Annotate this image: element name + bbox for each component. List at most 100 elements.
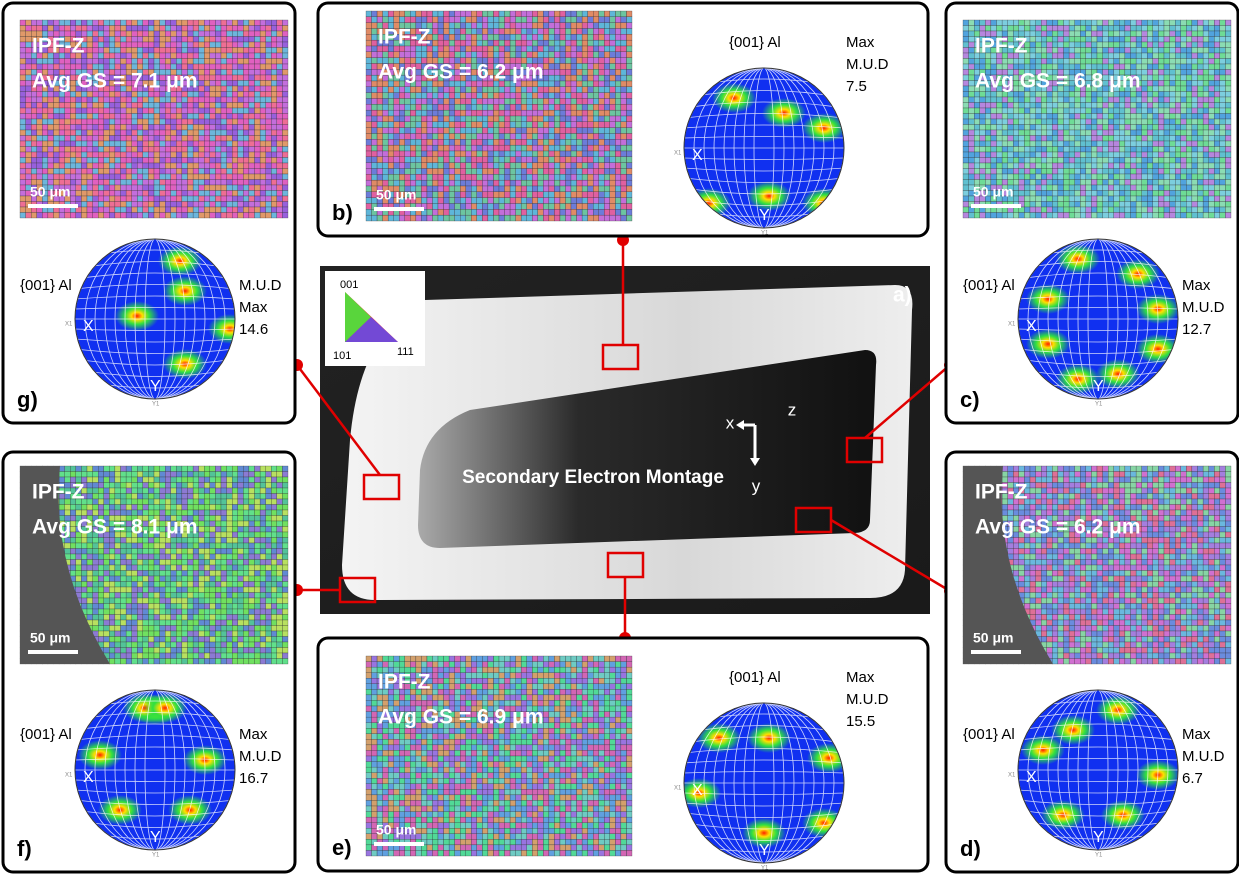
grain [521,186,527,192]
grain [593,163,599,169]
grain [969,136,975,142]
grain [81,125,87,131]
grain [277,158,283,164]
grain [494,46,500,52]
grain [115,53,121,59]
grain [383,145,389,151]
grain [199,97,205,103]
grain [494,151,500,157]
grain [277,81,283,87]
grain [604,139,610,145]
grain [109,48,115,54]
grain [260,108,266,114]
grain [1002,130,1008,136]
grain [243,53,249,59]
grain [70,26,76,32]
grain [571,87,577,93]
grain [204,75,210,81]
grain [566,198,572,204]
grain [260,152,266,158]
grain [543,29,549,35]
grain [1203,141,1209,147]
grain [1058,125,1064,131]
grain [249,103,255,109]
grain [1041,174,1047,180]
grain [1164,114,1170,120]
grain [466,110,472,116]
grain [176,185,182,191]
grain [615,198,621,204]
grain [65,20,71,26]
grain [204,152,210,158]
grain [165,147,171,153]
grain [148,53,154,59]
grain [204,70,210,76]
grain [985,103,991,109]
grain [143,119,149,125]
grain [1158,70,1164,76]
grain [438,163,444,169]
grain [76,119,82,125]
grain [1142,42,1148,48]
grain [1114,108,1120,114]
grain [1008,174,1014,180]
grain [1225,37,1231,43]
grain [1131,147,1137,153]
grain [1203,64,1209,70]
grain [26,147,32,153]
grain [588,11,594,17]
grain [282,158,288,164]
grain [1114,119,1120,125]
grain [98,48,104,54]
grain [1225,152,1231,158]
grain [277,207,283,213]
grain [538,209,544,215]
grain [621,52,627,58]
grain [227,59,233,65]
grain [59,59,65,65]
grain [171,42,177,48]
key-label: 101 [333,350,351,362]
grain [1013,125,1019,131]
grain [1181,141,1187,147]
grain [1153,114,1159,120]
grain [1064,147,1070,153]
grain [1091,130,1097,136]
grain [615,209,621,215]
grain [621,198,627,204]
grain [277,136,283,142]
grain [1147,103,1153,109]
grain [963,114,969,120]
grain [59,20,65,26]
grain [383,139,389,145]
grain [188,59,194,65]
grain [494,11,500,17]
grain [1158,37,1164,43]
grain [499,139,505,145]
grain [621,204,627,210]
grain [199,59,205,65]
grain [210,180,216,186]
grain [427,17,433,23]
grain [204,108,210,114]
grain [571,180,577,186]
grain [1103,26,1109,32]
grain [582,186,588,192]
grain [48,152,54,158]
grain [204,81,210,87]
grain [405,169,411,175]
grain [985,125,991,131]
grain [1153,152,1159,158]
grain [985,158,991,164]
grain [974,158,980,164]
grain [455,40,461,46]
grain [1147,92,1153,98]
grain [260,180,266,186]
grain [204,158,210,164]
grain [193,20,199,26]
grain [260,97,266,103]
grain [1013,169,1019,175]
grain [154,130,160,136]
grain [54,158,60,164]
grain [510,169,515,175]
